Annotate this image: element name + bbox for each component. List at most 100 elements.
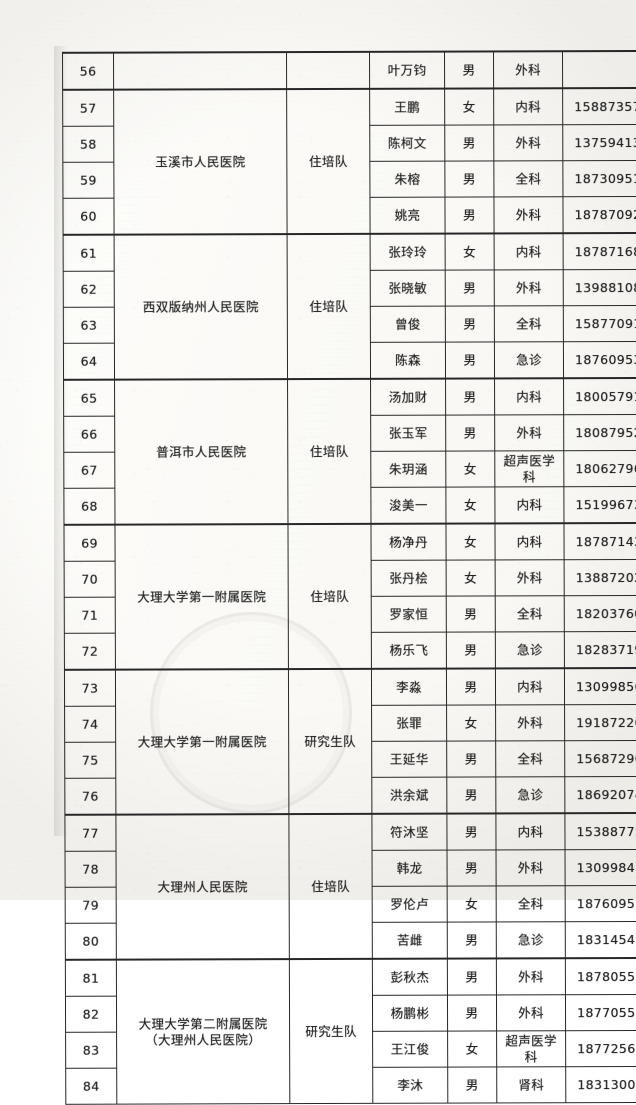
cell-person-name: 张丹桧	[371, 560, 447, 597]
cell-phone-number: 18062796300	[563, 450, 636, 487]
cell-organization: 大理大学第一附属医院	[115, 669, 289, 815]
cell-person-name: 张晓敏	[370, 270, 446, 307]
cell-department: 肾科	[496, 1066, 566, 1103]
cell-serial-number: 84	[65, 1068, 117, 1105]
cell-serial-number: 79	[65, 887, 117, 924]
cell-department: 全科	[495, 595, 565, 632]
cell-department: 急诊	[496, 921, 566, 959]
cell-person-name: 罗伦卢	[372, 886, 448, 923]
cell-person-name: 韩龙	[372, 850, 448, 887]
cell-phone-number: 18314541874	[565, 921, 636, 959]
cell-department: 外科	[496, 849, 566, 886]
cell-person-name: 杨鹏彬	[372, 995, 448, 1032]
cell-person-name: 叶万钧	[369, 51, 445, 89]
cell-gender: 男	[446, 740, 496, 778]
cell-serial-number: 68	[63, 488, 115, 525]
cell-team: 住培队	[287, 233, 371, 380]
cell-person-name: 李淼	[371, 668, 447, 706]
organization-line-2: （大理州人民医院）	[145, 1031, 262, 1048]
organization-line-1: 西双版纳州人民医院	[142, 298, 259, 315]
cell-organization: 玉溪市人民医院	[113, 89, 288, 235]
cell-gender: 女	[447, 885, 497, 923]
cell-department: 外科	[493, 51, 563, 89]
cell-phone-number: 15887357333	[562, 87, 636, 125]
cell-person-name: 罗家恒	[371, 596, 447, 633]
cell-person-name: 张罪	[371, 705, 447, 742]
cell-serial-number: 72	[64, 633, 116, 670]
cell-gender: 男	[444, 160, 494, 198]
cell-gender: 男	[444, 124, 494, 162]
cell-serial-number: 67	[63, 452, 115, 489]
roster-table-container: 56 叶万钧男外科 57 玉溪市人民医院 住培队 王鹏女内科 15887357333 58 陈柯…	[62, 50, 636, 1105]
cell-phone-number: 13759413126	[562, 124, 636, 161]
cell-person-name: 李沐	[372, 1067, 448, 1104]
cell-team: 住培队	[286, 88, 371, 235]
cell-gender: 女	[446, 559, 496, 597]
cell-gender: 男	[447, 994, 497, 1032]
cell-phone-number: 18087952332	[563, 414, 636, 451]
cell-person-name: 汤加财	[370, 378, 446, 416]
cell-serial-number: 66	[63, 416, 115, 453]
cell-department: 内科	[494, 523, 565, 560]
cell-department: 外科	[493, 196, 564, 234]
cell-department: 超声医学科	[494, 450, 564, 487]
cell-phone-number	[562, 50, 636, 89]
cell-department: 急诊	[495, 631, 565, 669]
table-row: 65 普洱市人民医院 住培队 汤加财男内科 18005791128	[63, 377, 636, 525]
cell-phone-number: 18780555336	[565, 957, 636, 995]
cell-person-name: 王延华	[371, 741, 447, 778]
cell-gender: 男	[446, 595, 496, 633]
cell-person-name: 姚亮	[369, 197, 446, 234]
cell-phone-number: 18313003228	[565, 1066, 636, 1103]
cell-organization: 西双版纳州人民医院	[114, 234, 288, 380]
cell-department: 内科	[495, 668, 565, 705]
cell-phone-number: 18283719105	[564, 631, 636, 669]
cell-serial-number: 57	[62, 89, 114, 127]
cell-phone-number: 18203760608	[564, 595, 636, 632]
cell-department: 全科	[494, 305, 564, 342]
cell-serial-number: 82	[65, 996, 117, 1033]
cell-gender: 女	[445, 233, 495, 271]
cell-gender: 男	[447, 1066, 497, 1104]
cell-serial-number: 64	[63, 343, 115, 380]
cell-department: 内科	[494, 233, 564, 270]
cell-phone-number: 18770554934	[565, 994, 636, 1031]
table-row: 57 玉溪市人民医院 住培队 王鹏女内科 15887357333	[62, 87, 636, 235]
cell-department: 外科	[494, 269, 564, 306]
cell-department: 外科	[496, 958, 566, 995]
roster-table: 56 叶万钧男外科 57 玉溪市人民医院 住培队 王鹏女内科 15887357333 58 陈柯…	[62, 50, 636, 1105]
cell-phone-number: 18692074224	[564, 776, 636, 814]
cell-serial-number: 69	[63, 524, 116, 562]
cell-gender: 女	[445, 486, 495, 524]
table-row: 61 西双版纳州人民医院 住培队 张玲玲女内科 18787168968	[63, 232, 636, 380]
cell-phone-number: 18005791128	[563, 377, 636, 415]
cell-gender: 男	[445, 305, 495, 343]
cell-serial-number: 59	[62, 162, 114, 199]
cell-gender: 男	[444, 51, 494, 89]
cell-department: 内科	[493, 88, 563, 125]
cell-person-name: 洪余斌	[371, 777, 447, 814]
organization-line-1: 大理大学第一附属医院	[137, 588, 267, 605]
cell-department: 急诊	[495, 776, 565, 814]
cell-person-name: 张玉军	[370, 415, 446, 452]
cell-serial-number: 71	[64, 597, 116, 634]
cell-phone-number: 13887202601	[564, 559, 636, 596]
cell-serial-number: 75	[64, 742, 116, 779]
table-row: 73 大理大学第一附属医院 研究生队 李淼男内科 13099856272	[64, 667, 636, 815]
cell-department: 全科	[495, 740, 565, 777]
cell-serial-number: 60	[62, 198, 115, 235]
cell-gender: 女	[444, 88, 494, 126]
cell-gender: 男	[446, 668, 496, 706]
cell-organization: 大理大学第一附属医院	[114, 524, 289, 670]
cell-phone-number: 18787143340	[563, 522, 636, 560]
cell-gender: 男	[445, 269, 495, 307]
cell-person-name: 王江俊	[372, 1031, 448, 1068]
cell-serial-number: 78	[65, 851, 117, 888]
cell-serial-number: 61	[63, 234, 115, 272]
cell-phone-number: 15877091827	[563, 305, 636, 342]
cell-serial-number: 65	[63, 379, 115, 417]
cell-department: 外科	[496, 994, 566, 1031]
cell-serial-number: 81	[65, 959, 117, 997]
cell-phone-number: 13099856272	[564, 667, 636, 705]
cell-department: 超声医学科	[496, 1030, 566, 1067]
